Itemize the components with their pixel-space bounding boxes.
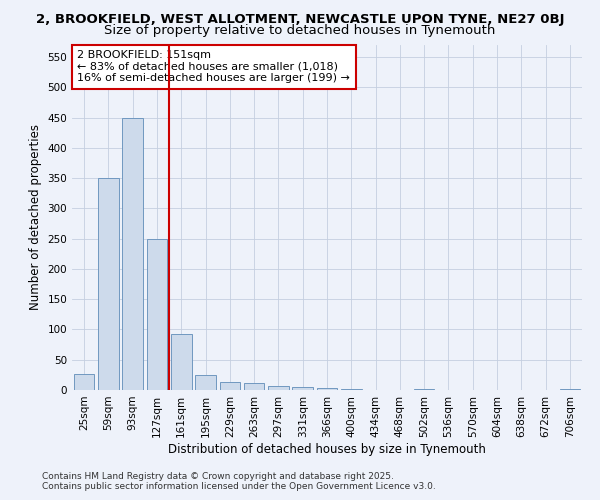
Text: 2, BROOKFIELD, WEST ALLOTMENT, NEWCASTLE UPON TYNE, NE27 0BJ: 2, BROOKFIELD, WEST ALLOTMENT, NEWCASTLE… [36,12,564,26]
Text: 2 BROOKFIELD: 151sqm
← 83% of detached houses are smaller (1,018)
16% of semi-de: 2 BROOKFIELD: 151sqm ← 83% of detached h… [77,50,350,84]
Y-axis label: Number of detached properties: Number of detached properties [29,124,42,310]
Bar [317,388,337,390]
Text: Size of property relative to detached houses in Tynemouth: Size of property relative to detached ho… [104,24,496,37]
Bar [195,375,216,390]
Bar [268,386,289,390]
Bar [292,387,313,390]
X-axis label: Distribution of detached houses by size in Tynemouth: Distribution of detached houses by size … [168,442,486,456]
Bar [146,238,167,390]
Text: Contains HM Land Registry data © Crown copyright and database right 2025.
Contai: Contains HM Land Registry data © Crown c… [42,472,436,491]
Bar [560,389,580,390]
Bar [220,382,240,390]
Bar [171,334,191,390]
Bar [122,118,143,390]
Bar [74,374,94,390]
Bar [98,178,119,390]
Bar [244,384,265,390]
